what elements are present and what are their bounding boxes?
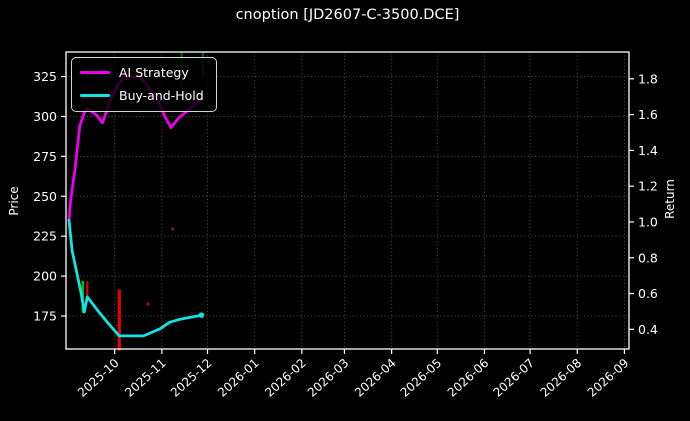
series-line-buy-and-hold xyxy=(67,218,203,338)
y-tick-label-left: 200 xyxy=(33,269,57,284)
signal-dot xyxy=(170,227,175,231)
x-tick-label: 2026-09 xyxy=(585,356,632,400)
legend-label-ai-strategy: AI Strategy xyxy=(119,65,189,80)
y-tick-label-right: 1.6 xyxy=(638,107,658,122)
chart-title: cnoption [JD2607-C-3500.DCE] xyxy=(235,7,460,23)
y-tick-label-right: 1.2 xyxy=(638,179,658,194)
legend-item-ai-strategy: AI Strategy xyxy=(80,63,204,82)
legend-swatch-buy-and-hold xyxy=(80,93,110,98)
x-tick-label: 2026-05 xyxy=(398,356,445,400)
x-tick-label: 2025-12 xyxy=(168,356,215,400)
legend-item-buy-and-hold: Buy-and-Hold xyxy=(80,86,204,105)
series-end-marker-buy-and-hold xyxy=(198,312,205,318)
y-tick-label-right: 0.4 xyxy=(638,322,658,337)
x-tick-label: 2026-03 xyxy=(305,356,352,400)
x-tick-label: 2026-08 xyxy=(538,356,585,400)
x-tick-label: 2026-07 xyxy=(490,356,537,400)
y-axis-label-return: Return xyxy=(663,179,677,219)
y-axis-label-price: Price xyxy=(7,186,21,216)
y-tick-label-right: 1.0 xyxy=(638,214,658,229)
x-tick-label: 2025-11 xyxy=(122,356,169,400)
legend-label-buy-and-hold: Buy-and-Hold xyxy=(119,88,204,103)
x-tick-label: 2026-01 xyxy=(215,356,262,400)
y-tick-label-right: 0.6 xyxy=(638,286,658,301)
y-tick-label-left: 325 xyxy=(33,69,57,84)
legend-swatch-ai-strategy xyxy=(80,70,110,75)
y-tick-label-left: 300 xyxy=(33,109,57,124)
y-tick-label-right: 1.8 xyxy=(638,71,658,86)
signal-dot xyxy=(146,302,150,306)
y-tick-label-left: 250 xyxy=(33,189,57,204)
y-tick-label-right: 0.8 xyxy=(638,250,658,265)
legend: AI Strategy Buy-and-Hold xyxy=(71,57,217,112)
plot-border xyxy=(65,51,630,350)
x-tick-label: 2026-04 xyxy=(352,356,399,400)
x-tick-label: 2026-06 xyxy=(445,356,492,400)
x-tick-label: 2025-10 xyxy=(75,356,122,400)
y-tick-label-right: 1.4 xyxy=(638,143,658,158)
y-tick-label-left: 225 xyxy=(33,229,57,244)
y-tick-label-left: 275 xyxy=(33,149,57,164)
y-tick-label-left: 175 xyxy=(33,308,57,323)
x-tick-label: 2026-02 xyxy=(262,356,309,400)
